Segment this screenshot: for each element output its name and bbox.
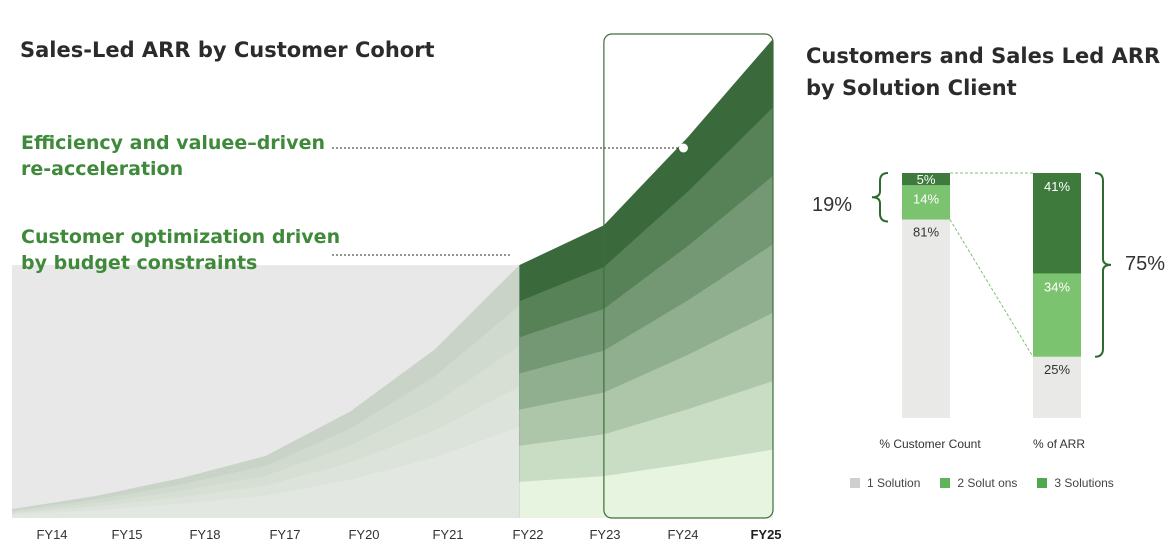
x-tick-fy22: FY22 — [512, 527, 543, 542]
highlight-box — [603, 33, 774, 519]
legend-item-3: 3 Solutions — [1037, 476, 1114, 490]
bar-2-label-1: 25% — [1044, 362, 1070, 377]
x-tick-fy15: FY15 — [111, 527, 142, 542]
cohort-layer-7 — [519, 449, 773, 518]
bracket-label-right: 75% — [1125, 253, 1165, 275]
legend: 1 Solution 2 Solut ons 3 Solutions — [850, 476, 1114, 490]
legend-label-2: 2 Solut ons — [957, 476, 1018, 490]
brace-left — [871, 172, 889, 223]
annotation-optimization: Customer optimization driven by budget co… — [21, 226, 341, 274]
bar-1-label-1: 81% — [913, 225, 939, 240]
historic-cohort-4 — [12, 426, 520, 518]
x-tick-fy25: FY25 — [750, 527, 781, 542]
bracket-label-left: 19% — [812, 194, 852, 216]
x-tick-fy20: FY20 — [348, 527, 379, 542]
bar-2-segment-2 — [1033, 273, 1081, 357]
annotation-efficiency: Efficiency and valuee–driven re-accelerat… — [21, 132, 325, 180]
bar-1-label-3: 5% — [917, 172, 936, 187]
bar-2-segment-3 — [1033, 173, 1081, 274]
legend-swatch-1 — [850, 478, 860, 488]
legend-swatch-2 — [940, 478, 951, 488]
annotation-marker-2 — [509, 250, 519, 260]
legend-item-1: 1 Solution — [850, 476, 920, 490]
legend-label-3: 3 Solutions — [1054, 476, 1114, 490]
x-tick-fy24: FY24 — [667, 527, 698, 542]
bar-2-label-2: 34% — [1044, 279, 1070, 294]
x-tick-fy14: FY14 — [36, 527, 67, 542]
bar-1-segment-2 — [902, 185, 950, 220]
left-chart-title: Sales-Led ARR by Customer Cohort — [20, 38, 435, 62]
x-tick-fy17: FY17 — [269, 527, 300, 542]
x-tick-fy18: FY18 — [189, 527, 220, 542]
bar-2-label-3: 41% — [1044, 179, 1070, 194]
right-chart-title: Customers and Sales Led ARR by Solution C… — [806, 44, 1161, 100]
bar-2-segment-1 — [1033, 356, 1081, 418]
legend-label-1: 1 Solution — [867, 476, 921, 490]
category-label-2: % of ARR — [1033, 437, 1085, 451]
bar-1-segment-3 — [902, 173, 950, 186]
brace-right — [1094, 172, 1112, 358]
legend-item-2: 2 Solut ons — [940, 476, 1017, 490]
connector-bottom — [949, 219, 1034, 358]
bar-1-segment-1 — [902, 219, 950, 418]
x-tick-fy21: FY21 — [432, 527, 463, 542]
category-label-1: % Customer Count — [879, 437, 981, 451]
annotation-marker-1 — [678, 143, 688, 153]
bar-1-label-2: 14% — [913, 191, 939, 206]
legend-swatch-3 — [1037, 478, 1048, 488]
x-tick-fy23: FY23 — [589, 527, 620, 542]
